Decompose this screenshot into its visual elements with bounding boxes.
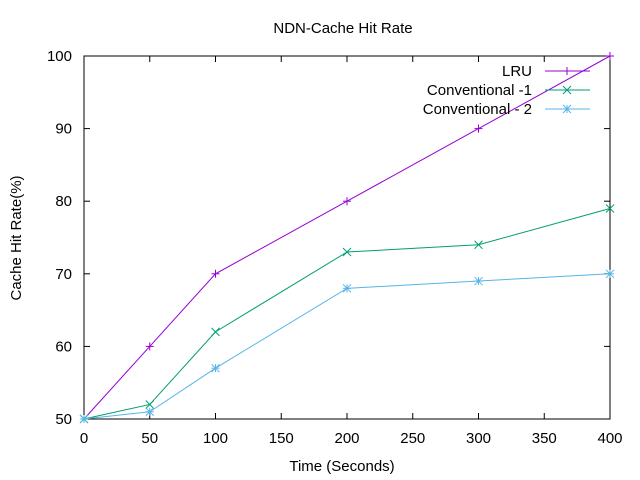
x-tick-label: 0 bbox=[80, 430, 88, 447]
y-tick-label: 90 bbox=[55, 121, 72, 138]
x-tick-label: 350 bbox=[532, 430, 557, 447]
data-point bbox=[343, 197, 351, 206]
data-point bbox=[211, 363, 220, 373]
y-tick-label: 80 bbox=[55, 193, 72, 210]
series-line bbox=[83, 273, 611, 420]
x-tick-label: 300 bbox=[466, 430, 491, 447]
y-tick-label: 50 bbox=[55, 411, 72, 428]
legend-marker bbox=[563, 67, 571, 75]
data-point bbox=[474, 240, 483, 250]
y-tick-label: 70 bbox=[55, 266, 72, 283]
data-point bbox=[605, 269, 615, 279]
y-axis-title: Cache Hit Rate(%) bbox=[8, 175, 25, 300]
data-point bbox=[342, 247, 352, 257]
axis-ticks: 0 50 100 150 200 250 300 350 400 50 60 70 80 90 100 bbox=[47, 48, 623, 447]
series-line bbox=[83, 207, 611, 420]
series-layer bbox=[79, 52, 615, 424]
series-line bbox=[83, 55, 611, 420]
data-point bbox=[605, 204, 615, 213]
y-tick-label: 60 bbox=[55, 338, 72, 355]
legend-marker bbox=[562, 85, 572, 95]
data-point bbox=[342, 283, 352, 293]
legend-label: Conventional -1 bbox=[427, 82, 532, 99]
x-tick-label: 150 bbox=[269, 430, 294, 447]
legend-marker bbox=[562, 104, 572, 114]
x-tick-label: 100 bbox=[203, 430, 228, 447]
legend: LRU Conventional -1 Conventional - 2 bbox=[423, 63, 590, 118]
y-tick-label: 100 bbox=[47, 48, 72, 65]
data-point bbox=[79, 414, 89, 424]
x-tick-label: 50 bbox=[141, 430, 158, 447]
data-point bbox=[145, 407, 155, 417]
data-point bbox=[145, 342, 154, 351]
data-point bbox=[606, 52, 614, 60]
chart-title: NDN-Cache Hit Rate bbox=[273, 20, 412, 37]
legend-label: Conventional - 2 bbox=[423, 101, 532, 118]
data-point bbox=[474, 124, 483, 133]
x-tick-label: 250 bbox=[400, 430, 425, 447]
data-point bbox=[145, 400, 155, 409]
x-tick-label: 400 bbox=[597, 430, 622, 447]
legend-label: LRU bbox=[502, 63, 532, 80]
data-point bbox=[211, 269, 220, 278]
data-point bbox=[474, 276, 483, 286]
data-point bbox=[211, 327, 220, 337]
x-tick-label: 200 bbox=[334, 430, 359, 447]
x-axis-title: Time (Seconds) bbox=[289, 458, 394, 475]
